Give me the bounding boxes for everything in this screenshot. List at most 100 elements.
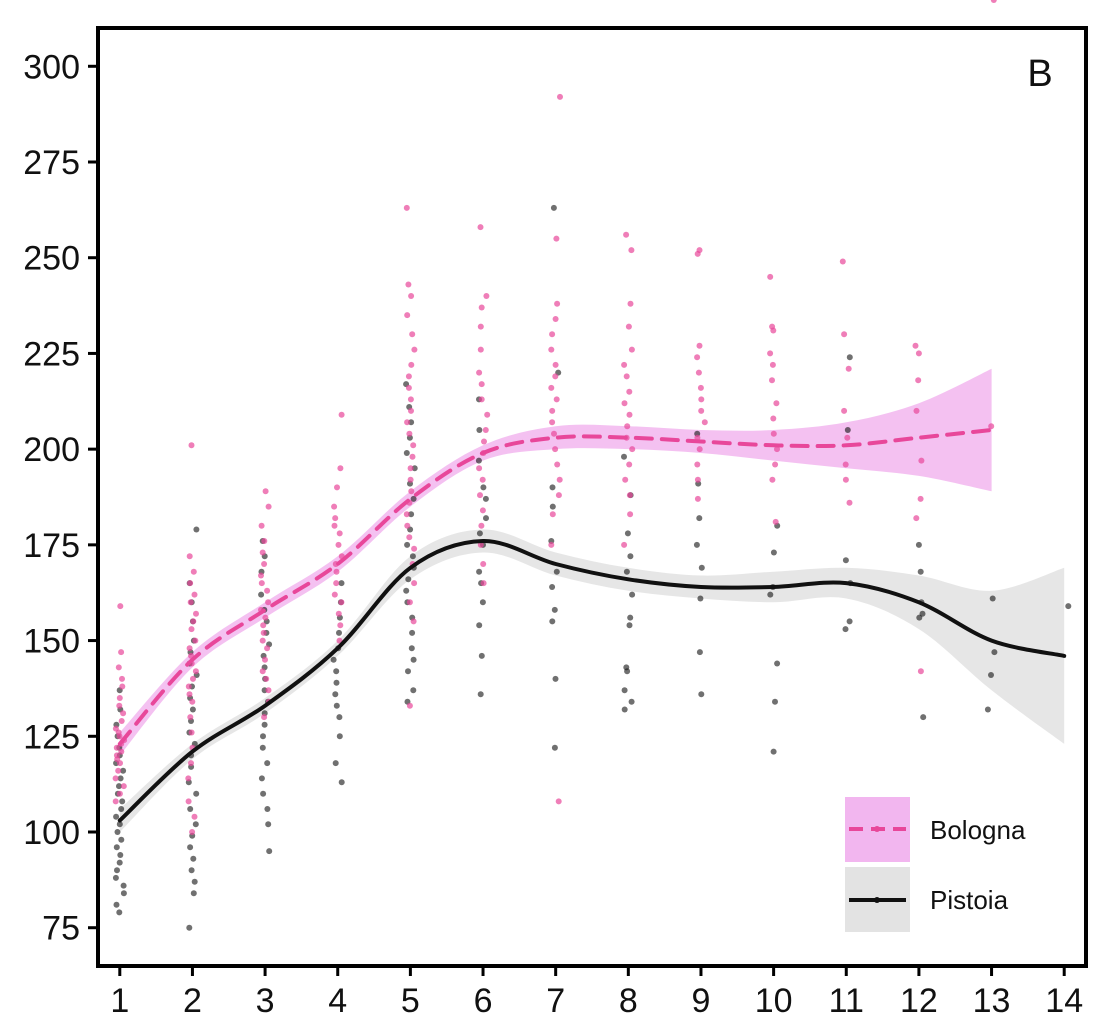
point-bologna: [187, 580, 194, 587]
y-tick-label: 75: [42, 910, 80, 948]
point-bologna: [116, 702, 123, 709]
point-pistoia: [403, 450, 410, 456]
point-bologna: [772, 518, 779, 525]
point-pistoia: [333, 702, 340, 709]
point-pistoia: [258, 591, 265, 598]
point-bologna: [407, 476, 414, 483]
y-axis: 75 100 125 150 175 200 225 250 275 300: [23, 48, 98, 948]
point-bologna: [332, 515, 339, 522]
point-bologna: [408, 361, 415, 368]
point-bologna: [265, 687, 272, 694]
point-pistoia: [116, 783, 122, 790]
point-pistoia: [336, 714, 343, 721]
point-pistoia: [770, 549, 777, 556]
point-bologna: [478, 381, 485, 388]
point-bologna: [696, 247, 703, 254]
point-bologna: [694, 495, 701, 502]
point-bologna: [769, 377, 775, 384]
point-pistoia: [480, 484, 487, 491]
point-bologna: [476, 369, 483, 376]
point-pistoia: [411, 465, 418, 472]
point-bologna: [770, 415, 777, 422]
point-bologna: [185, 775, 192, 782]
point-bologna: [479, 476, 486, 483]
point-bologna: [259, 549, 266, 556]
point-bologna: [188, 442, 195, 449]
point-bologna: [264, 645, 271, 652]
point-bologna: [549, 511, 556, 518]
point-bologna: [404, 419, 411, 426]
point-bologna: [842, 461, 849, 468]
point-pistoia: [403, 587, 410, 594]
point-bologna: [331, 591, 338, 598]
point-pistoia: [190, 855, 197, 862]
point-bologna: [409, 331, 416, 338]
ribbon-bologna: [119, 368, 992, 756]
point-bologna: [697, 384, 704, 391]
point-bologna: [117, 760, 123, 767]
point-bologna: [333, 568, 340, 575]
point-bologna: [694, 476, 701, 483]
point-bologna: [118, 649, 125, 656]
point-bologna: [188, 626, 195, 633]
point-bologna: [626, 388, 633, 395]
point-pistoia: [333, 679, 340, 686]
point-bologna: [477, 224, 484, 231]
point-bologna: [190, 568, 197, 575]
point-bologna: [769, 361, 776, 368]
point-pistoia: [409, 553, 416, 560]
point-bologna: [477, 492, 483, 499]
point-bologna: [410, 618, 417, 625]
point-bologna: [262, 488, 269, 495]
point-bologna: [846, 499, 853, 506]
point-pistoia: [332, 691, 339, 698]
point-bologna: [338, 599, 345, 606]
point-pistoia: [333, 668, 340, 675]
point-bologna: [411, 545, 418, 552]
x-tick-label: 1: [110, 982, 129, 1020]
point-bologna: [623, 373, 630, 380]
point-pistoia: [549, 584, 556, 590]
legend-key-pistoia-dot: [874, 897, 880, 903]
point-pistoia: [192, 821, 199, 828]
point-bologna: [187, 599, 194, 606]
point-bologna: [187, 714, 194, 721]
point-pistoia: [113, 813, 120, 820]
point-pistoia: [477, 691, 484, 698]
point-pistoia: [476, 427, 483, 433]
point-bologna: [549, 331, 556, 338]
point-pistoia: [842, 557, 849, 564]
point-bologna: [696, 446, 703, 453]
point-pistoia: [697, 595, 704, 602]
point-bologna: [627, 300, 634, 307]
point-bologna: [988, 423, 995, 430]
point-pistoia: [920, 714, 927, 721]
point-bologna: [555, 798, 562, 805]
point-pistoia: [767, 591, 774, 598]
point-pistoia: [915, 541, 922, 548]
point-bologna: [554, 300, 561, 307]
point-bologna: [624, 423, 631, 430]
point-pistoia: [770, 748, 777, 755]
point-pistoia: [626, 622, 633, 629]
point-bologna: [263, 675, 270, 682]
point-bologna: [112, 798, 119, 805]
point-bologna: [403, 204, 410, 211]
point-bologna: [258, 522, 265, 529]
point-pistoia: [405, 576, 412, 583]
point-pistoia: [696, 515, 703, 522]
point-bologna: [116, 790, 123, 797]
point-pistoia: [551, 606, 558, 613]
point-bologna: [767, 273, 774, 280]
point-bologna: [261, 714, 268, 721]
point-bologna: [552, 361, 559, 368]
point-bologna: [335, 541, 342, 548]
point-bologna: [185, 683, 192, 690]
x-tick-label: 12: [900, 982, 938, 1020]
point-bologna: [116, 695, 123, 701]
point-pistoia: [774, 660, 781, 667]
point-bologna: [333, 580, 340, 587]
point-bologna: [556, 476, 563, 483]
x-tick-label: 13: [973, 982, 1011, 1020]
